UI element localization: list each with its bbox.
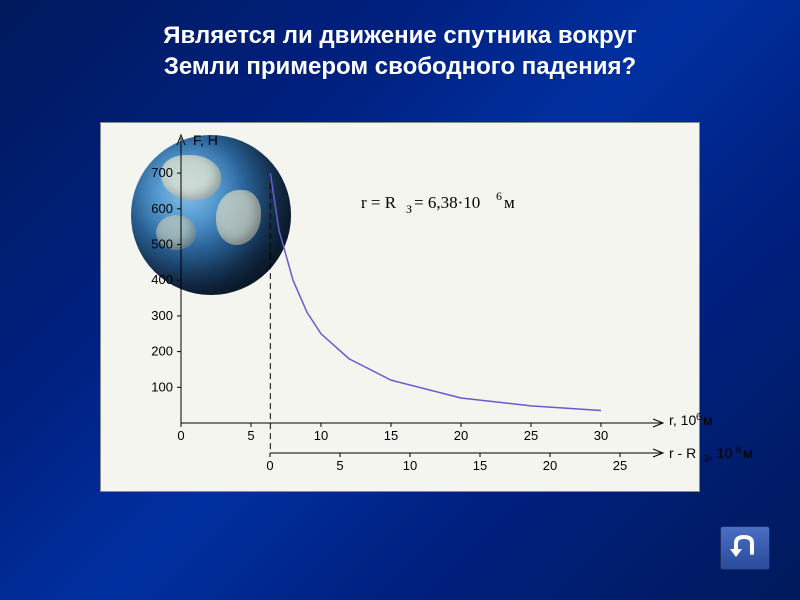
- svg-text:З: З: [406, 202, 412, 216]
- svg-text:r = R: r = R: [361, 193, 397, 212]
- svg-text:0: 0: [266, 458, 273, 473]
- svg-text:100: 100: [151, 380, 173, 395]
- svg-text:25: 25: [524, 428, 538, 443]
- title-line-2: Земли примером свободного падения?: [164, 53, 636, 80]
- chart-panel: F, H100200300400500600700051015202530r, …: [100, 122, 700, 492]
- svg-text:= 6,38·10: = 6,38·10: [414, 193, 480, 212]
- svg-text:300: 300: [151, 308, 173, 323]
- svg-text:200: 200: [151, 344, 173, 359]
- svg-text:20: 20: [454, 428, 468, 443]
- slide-title: Является ли движение спутника вокруг Зем…: [0, 0, 800, 92]
- title-line-1: Является ли движение спутника вокруг: [163, 22, 636, 49]
- svg-text:500: 500: [151, 237, 173, 252]
- svg-text:, 10: , 10: [709, 445, 733, 461]
- chart-svg: F, H100200300400500600700051015202530r, …: [101, 123, 701, 493]
- svg-text:F, H: F, H: [193, 132, 218, 148]
- svg-text:20: 20: [543, 458, 557, 473]
- svg-text:6: 6: [496, 189, 502, 203]
- svg-text:м: м: [743, 445, 753, 461]
- svg-text:15: 15: [384, 428, 398, 443]
- svg-text:r, 10: r, 10: [669, 412, 696, 428]
- svg-text:700: 700: [151, 165, 173, 180]
- svg-text:10: 10: [403, 458, 417, 473]
- svg-text:600: 600: [151, 201, 173, 216]
- svg-text:10: 10: [314, 428, 328, 443]
- u-turn-icon: [728, 533, 762, 563]
- svg-text:м: м: [504, 193, 515, 212]
- svg-text:6: 6: [736, 445, 742, 456]
- back-button[interactable]: [720, 526, 770, 570]
- svg-text:400: 400: [151, 273, 173, 288]
- svg-text:25: 25: [613, 458, 627, 473]
- svg-text:15: 15: [473, 458, 487, 473]
- svg-text:м: м: [703, 412, 713, 428]
- svg-text:30: 30: [594, 428, 608, 443]
- svg-text:r - R: r - R: [669, 445, 696, 461]
- svg-text:0: 0: [177, 428, 184, 443]
- svg-text:5: 5: [247, 428, 254, 443]
- svg-text:6: 6: [696, 412, 702, 423]
- svg-text:5: 5: [336, 458, 343, 473]
